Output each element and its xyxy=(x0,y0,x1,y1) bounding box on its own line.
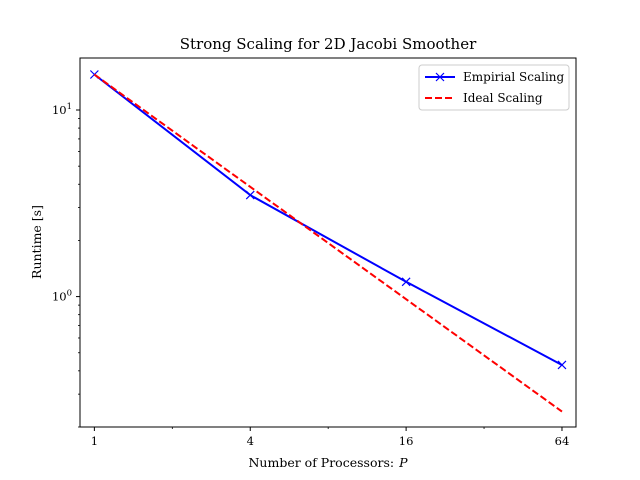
x-tick-label: 1 xyxy=(91,434,98,448)
series-layer xyxy=(89,70,567,413)
data-point-marker xyxy=(245,190,255,200)
x-tick-label: 16 xyxy=(399,434,414,448)
x-axis-ticks: 1 4 16 64 xyxy=(91,427,570,448)
series-line xyxy=(93,73,563,413)
y-axis-ticks: 100 101 xyxy=(52,102,80,428)
data-point-marker xyxy=(557,360,567,370)
y-axis-label: Runtime [s] xyxy=(29,205,44,279)
chart-title: Strong Scaling for 2D Jacobi Smoother xyxy=(180,35,477,53)
legend-label: Empirial Scaling xyxy=(463,70,565,84)
y-tick-label: 100 xyxy=(52,289,72,304)
data-point-marker xyxy=(401,277,411,287)
x-axis-label: Number of Processors: P xyxy=(248,455,408,470)
x-tick-label: 4 xyxy=(247,434,254,448)
x-axis-label-text: Number of Processors: xyxy=(248,455,394,470)
plot-area: 1 4 16 64 100 101 xyxy=(52,57,577,448)
legend-label: Ideal Scaling xyxy=(463,91,543,105)
x-axis-label-var: P xyxy=(398,455,408,470)
legend-frame xyxy=(418,64,570,111)
legend: Empirial Scaling Ideal Scaling xyxy=(418,64,570,111)
legend-marker xyxy=(435,72,445,82)
x-tick-label: 64 xyxy=(555,434,570,448)
y-tick-label: 101 xyxy=(52,102,72,117)
series-line xyxy=(93,73,563,366)
